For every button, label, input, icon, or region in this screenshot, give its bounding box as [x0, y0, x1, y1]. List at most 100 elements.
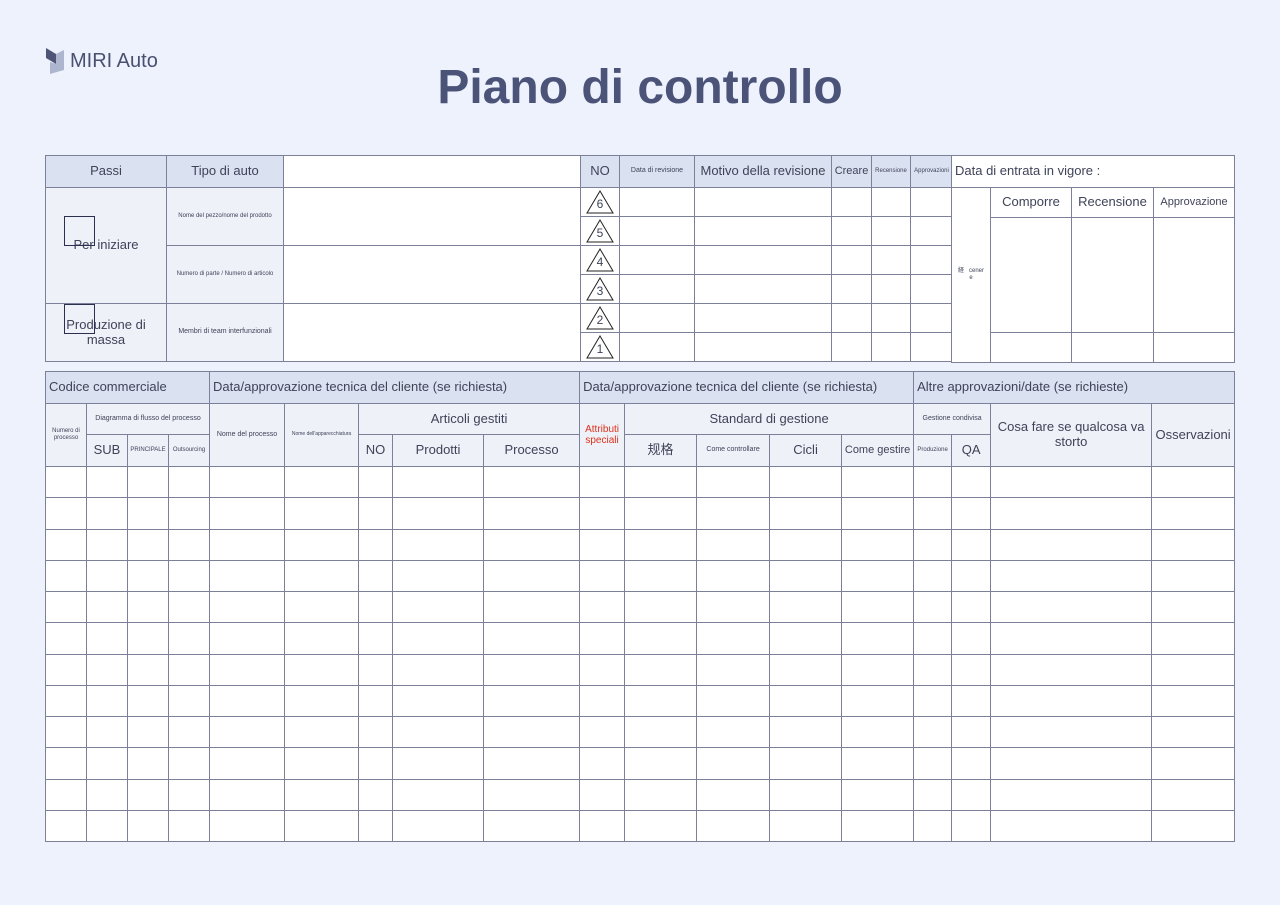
- table-cell[interactable]: [86, 653, 128, 686]
- revision-cell[interactable]: [910, 332, 953, 362]
- table-cell[interactable]: [841, 653, 915, 686]
- table-cell[interactable]: [483, 715, 581, 749]
- table-cell[interactable]: [951, 778, 992, 811]
- table-cell[interactable]: [167, 465, 211, 499]
- revision-cell[interactable]: [831, 245, 872, 275]
- revision-cell[interactable]: [910, 216, 953, 246]
- table-cell[interactable]: [127, 497, 169, 530]
- table-cell[interactable]: [841, 778, 915, 811]
- table-cell[interactable]: [769, 465, 843, 499]
- approval-signature[interactable]: [1153, 217, 1235, 333]
- table-cell[interactable]: [769, 715, 843, 749]
- table-cell[interactable]: [209, 622, 286, 655]
- table-cell[interactable]: [624, 715, 698, 749]
- table-cell[interactable]: [167, 653, 211, 686]
- table-cell[interactable]: [167, 497, 211, 530]
- approval-date[interactable]: [1153, 332, 1235, 363]
- table-cell[interactable]: [483, 559, 581, 593]
- table-cell[interactable]: [45, 528, 87, 561]
- revision-cell[interactable]: [694, 303, 832, 333]
- table-cell[interactable]: [483, 590, 581, 624]
- table-cell[interactable]: [841, 559, 915, 593]
- table-cell[interactable]: [167, 747, 211, 780]
- table-cell[interactable]: [769, 809, 843, 843]
- table-cell[interactable]: [209, 747, 286, 780]
- table-cell[interactable]: [579, 497, 626, 530]
- table-cell[interactable]: [483, 809, 581, 843]
- revision-cell[interactable]: [910, 245, 953, 275]
- revision-cell[interactable]: [910, 303, 953, 333]
- table-cell[interactable]: [86, 778, 128, 811]
- table-cell[interactable]: [127, 528, 169, 561]
- table-cell[interactable]: [1151, 465, 1236, 499]
- table-cell[interactable]: [86, 684, 128, 718]
- table-cell[interactable]: [1151, 778, 1236, 811]
- revision-cell[interactable]: [871, 332, 911, 362]
- table-cell[interactable]: [913, 747, 953, 780]
- car-type-input[interactable]: [283, 155, 581, 188]
- revision-cell[interactable]: [619, 187, 695, 217]
- table-cell[interactable]: [1151, 747, 1236, 780]
- table-cell[interactable]: [579, 590, 626, 624]
- table-cell[interactable]: [696, 622, 771, 655]
- table-cell[interactable]: [483, 497, 581, 530]
- table-cell[interactable]: [696, 809, 771, 843]
- table-cell[interactable]: [392, 590, 485, 624]
- table-cell[interactable]: [841, 497, 915, 530]
- step-start[interactable]: Per iniziare: [45, 187, 167, 304]
- revision-cell[interactable]: [871, 274, 911, 304]
- table-cell[interactable]: [841, 590, 915, 624]
- table-cell[interactable]: [769, 778, 843, 811]
- table-cell[interactable]: [769, 622, 843, 655]
- table-cell[interactable]: [209, 653, 286, 686]
- table-cell[interactable]: [696, 559, 771, 593]
- revision-cell[interactable]: [871, 245, 911, 275]
- table-cell[interactable]: [167, 528, 211, 561]
- table-cell[interactable]: [841, 622, 915, 655]
- table-cell[interactable]: [951, 809, 992, 843]
- checkbox-start[interactable]: [64, 216, 95, 246]
- table-cell[interactable]: [45, 747, 87, 780]
- table-cell[interactable]: [579, 747, 626, 780]
- table-cell[interactable]: [841, 809, 915, 843]
- table-cell[interactable]: [696, 778, 771, 811]
- table-cell[interactable]: [167, 559, 211, 593]
- table-cell[interactable]: [951, 465, 992, 499]
- table-cell[interactable]: [392, 465, 485, 499]
- table-cell[interactable]: [624, 778, 698, 811]
- table-cell[interactable]: [951, 497, 992, 530]
- table-cell[interactable]: [1151, 715, 1236, 749]
- table-cell[interactable]: [209, 497, 286, 530]
- compose-signature[interactable]: [990, 217, 1072, 333]
- table-cell[interactable]: [579, 622, 626, 655]
- table-cell[interactable]: [483, 684, 581, 718]
- table-cell[interactable]: [392, 497, 485, 530]
- table-cell[interactable]: [841, 715, 915, 749]
- revision-cell[interactable]: [871, 187, 911, 217]
- table-cell[interactable]: [127, 747, 169, 780]
- table-cell[interactable]: [392, 715, 485, 749]
- table-cell[interactable]: [392, 528, 485, 561]
- table-cell[interactable]: [209, 809, 286, 843]
- table-cell[interactable]: [86, 622, 128, 655]
- table-cell[interactable]: [45, 684, 87, 718]
- table-cell[interactable]: [392, 684, 485, 718]
- table-cell[interactable]: [284, 684, 360, 718]
- table-cell[interactable]: [913, 528, 953, 561]
- table-cell[interactable]: [392, 559, 485, 593]
- table-cell[interactable]: [841, 465, 915, 499]
- table-cell[interactable]: [1151, 809, 1236, 843]
- revision-cell[interactable]: [694, 216, 832, 246]
- revision-cell[interactable]: [694, 187, 832, 217]
- table-cell[interactable]: [392, 809, 485, 843]
- table-cell[interactable]: [1151, 528, 1236, 561]
- table-cell[interactable]: [1151, 590, 1236, 624]
- revision-cell[interactable]: [619, 274, 695, 304]
- table-cell[interactable]: [209, 559, 286, 593]
- table-cell[interactable]: [1151, 559, 1236, 593]
- table-cell[interactable]: [990, 559, 1153, 593]
- table-cell[interactable]: [86, 590, 128, 624]
- table-cell[interactable]: [696, 747, 771, 780]
- table-cell[interactable]: [696, 684, 771, 718]
- table-cell[interactable]: [913, 465, 953, 499]
